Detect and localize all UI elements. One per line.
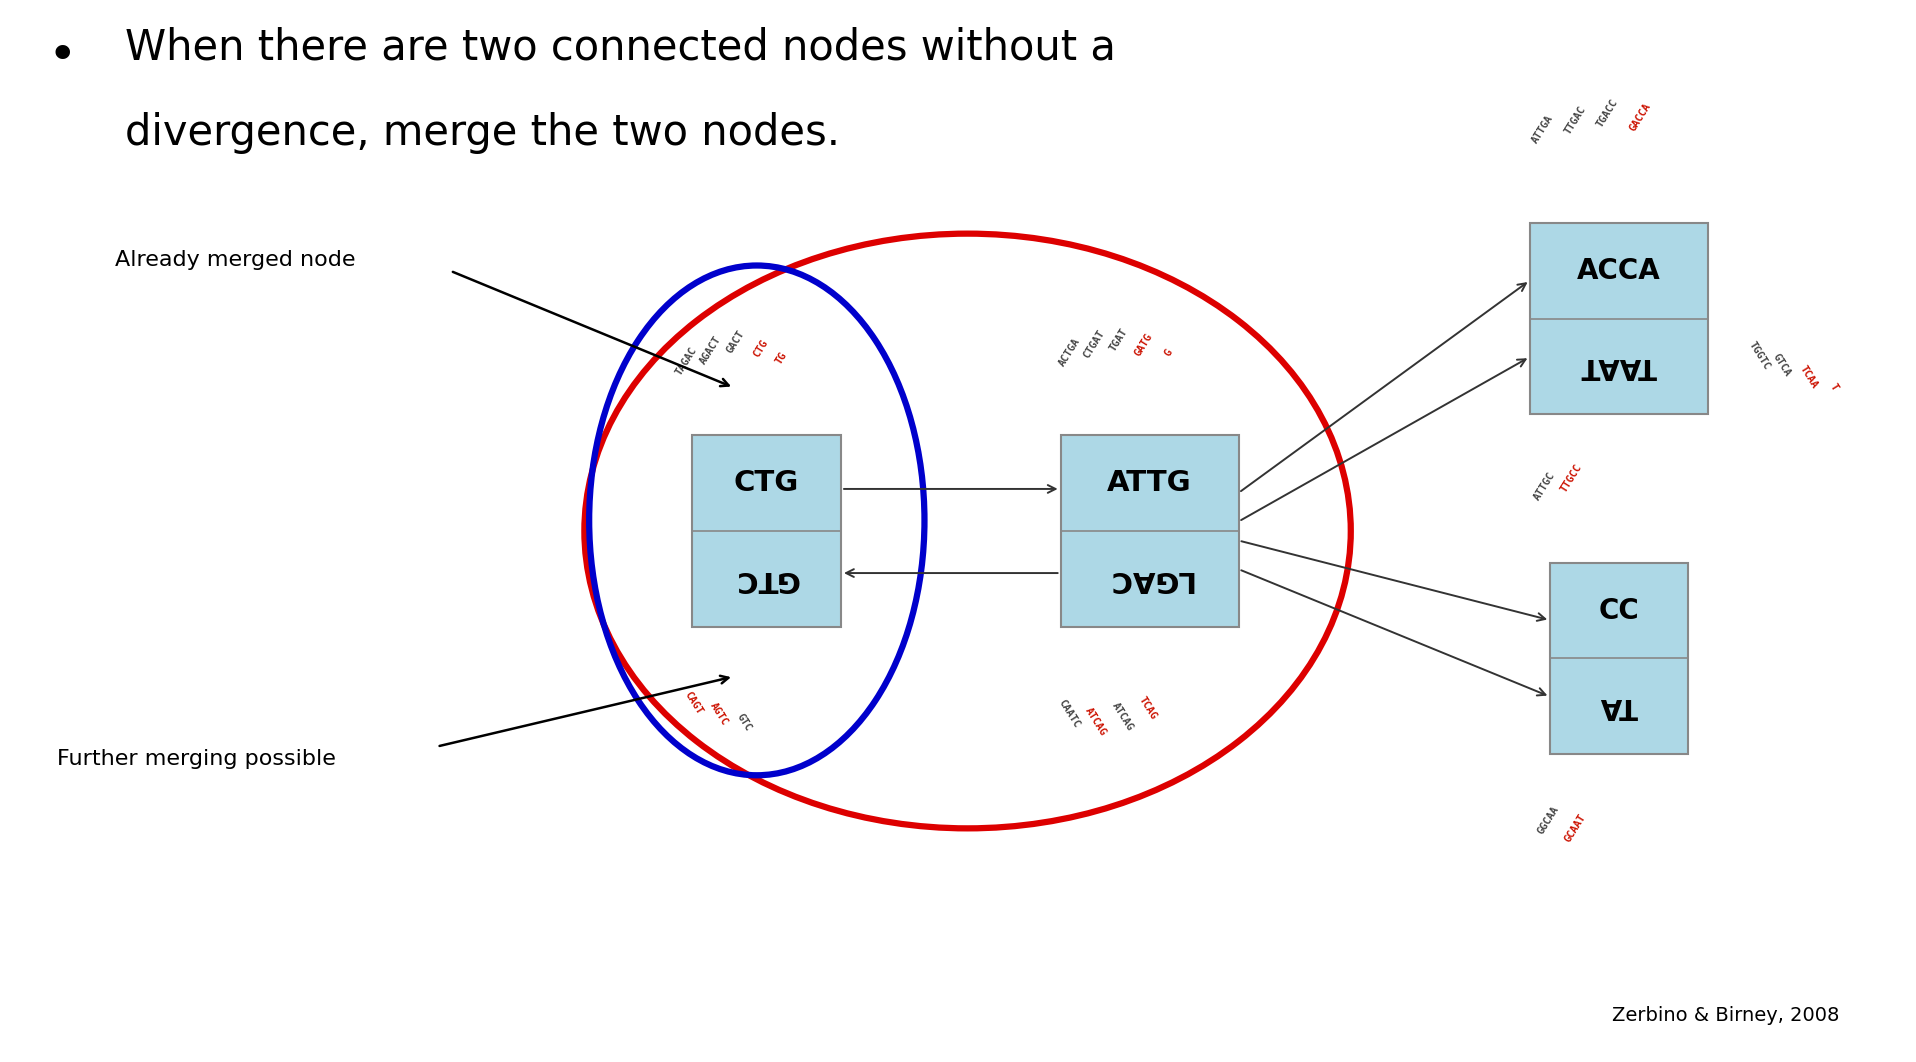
Text: ATTGA: ATTGA [1529, 114, 1556, 145]
Text: GTC: GTC [734, 712, 753, 733]
Text: LGAC: LGAC [1106, 565, 1194, 593]
Text: When there are two connected nodes without a: When there are two connected nodes witho… [125, 27, 1115, 69]
Text: GGCAA: GGCAA [1535, 804, 1562, 836]
Text: •: • [48, 32, 77, 80]
Text: AGACT: AGACT [697, 335, 724, 366]
Text: GACT: GACT [724, 329, 747, 355]
Text: TG: TG [774, 350, 789, 365]
Text: CAGT: CAGT [682, 690, 705, 716]
Text: ACTGA: ACTGA [1056, 337, 1083, 369]
Text: TA: TA [1600, 692, 1638, 720]
Text: GACCA: GACCA [1627, 101, 1654, 133]
Text: TTGAC: TTGAC [1562, 104, 1588, 136]
FancyBboxPatch shape [1550, 563, 1688, 754]
FancyBboxPatch shape [692, 435, 841, 627]
FancyBboxPatch shape [1061, 435, 1238, 627]
FancyBboxPatch shape [1529, 223, 1709, 414]
Text: CC: CC [1598, 597, 1640, 624]
Text: ATTG: ATTG [1107, 469, 1192, 497]
Text: TTGCC: TTGCC [1558, 462, 1585, 494]
Text: divergence, merge the two nodes.: divergence, merge the two nodes. [125, 112, 839, 154]
Text: TGAT: TGAT [1107, 327, 1130, 353]
Text: T: T [1828, 381, 1839, 392]
Text: TAGAC: TAGAC [673, 345, 699, 377]
Text: Further merging possible: Further merging possible [57, 750, 337, 769]
Text: CTG: CTG [751, 338, 770, 359]
Text: Zerbino & Birney, 2008: Zerbino & Birney, 2008 [1611, 1006, 1839, 1025]
Text: ATCAG: ATCAG [1109, 701, 1136, 733]
Text: ACCA: ACCA [1577, 257, 1661, 285]
Text: CTG: CTG [734, 469, 799, 497]
Text: TAAT: TAAT [1581, 353, 1657, 380]
Text: ATTGC: ATTGC [1531, 470, 1558, 502]
Text: AGTC: AGTC [707, 701, 730, 726]
Text: CAATC: CAATC [1056, 698, 1083, 730]
Text: TGGTC: TGGTC [1745, 340, 1772, 372]
Text: TCAG: TCAG [1136, 696, 1159, 721]
Text: GTC: GTC [734, 565, 799, 593]
Text: G: G [1163, 347, 1175, 358]
Text: CTGAT: CTGAT [1081, 328, 1107, 360]
Text: GATG: GATG [1132, 332, 1155, 358]
Text: TCAA: TCAA [1797, 364, 1820, 390]
Text: Already merged node: Already merged node [115, 251, 356, 270]
Text: TGACC: TGACC [1594, 98, 1621, 130]
Text: ATCAG: ATCAG [1083, 706, 1109, 738]
Text: GCAAT: GCAAT [1562, 812, 1588, 844]
Text: GTCA: GTCA [1770, 353, 1793, 378]
